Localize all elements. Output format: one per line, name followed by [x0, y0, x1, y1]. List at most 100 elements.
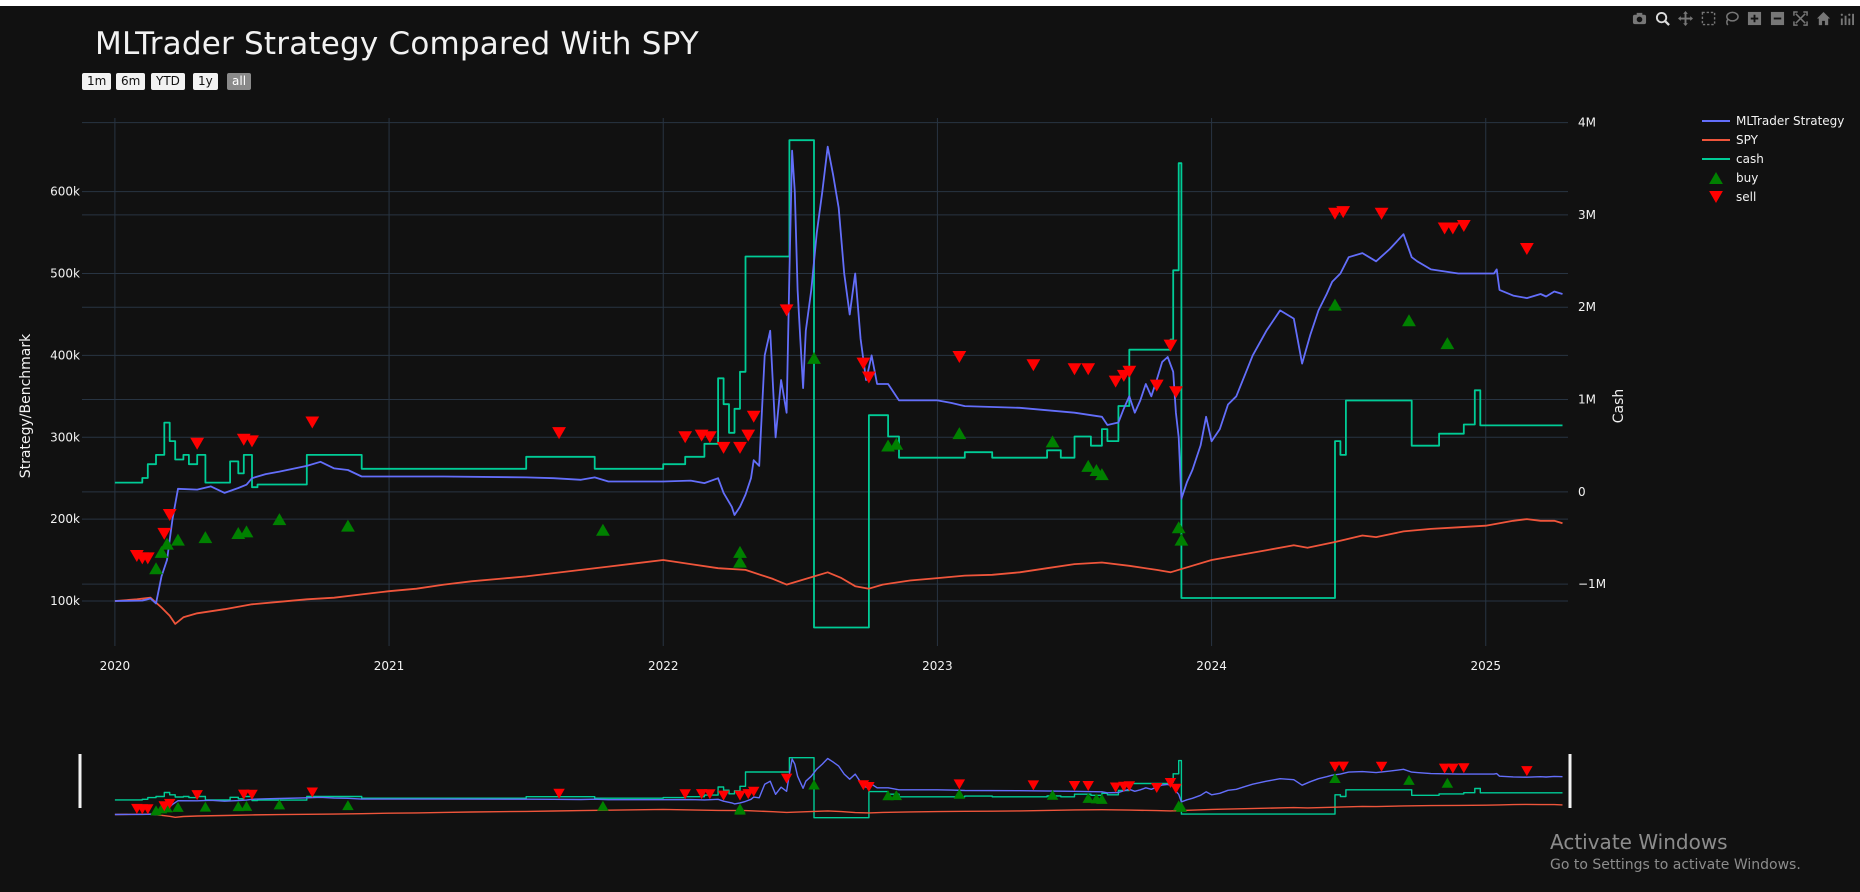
slider-buy-marker	[597, 800, 609, 811]
series-cash-line	[114, 139, 1563, 629]
legend-item[interactable]: SPY	[1702, 133, 1759, 147]
buy-marker	[952, 427, 967, 440]
plotly-logo-icon[interactable]	[1839, 11, 1854, 26]
zoom-out-icon[interactable]	[1770, 11, 1785, 26]
buy-marker	[1081, 459, 1096, 472]
chart-area[interactable]: 100k 200k 300k 400k 500k 600k −1M 0 1M 2M 3M 4M 2020…	[0, 6, 1860, 892]
legend-item[interactable]: MLTrader Strategy	[1702, 114, 1844, 128]
y2-axis-title: Cash	[1611, 389, 1627, 424]
y2-tick-label: 4M	[1578, 116, 1596, 130]
slider-buy-marker	[232, 801, 245, 812]
zoom-in-icon[interactable]	[1747, 11, 1762, 26]
legend-item[interactable]: cash	[1702, 152, 1764, 166]
y-tick-label: 400k	[50, 348, 80, 362]
sell-marker	[1163, 339, 1178, 352]
sell-marker	[702, 431, 717, 444]
buy-marker	[807, 351, 821, 364]
slider-buy-marker	[1046, 789, 1059, 800]
slider-sell-marker	[163, 798, 176, 809]
slider-buy-marker	[953, 788, 966, 799]
buy-marker	[149, 562, 163, 575]
slider-buy-marker	[172, 801, 184, 812]
legend-label: SPY	[1736, 133, 1759, 147]
slider-buy-marker	[808, 779, 820, 790]
slider-buy-marker	[890, 790, 903, 801]
chart-title: MLTrader Strategy Compared With SPY	[95, 26, 699, 62]
slider-sell-marker	[191, 790, 203, 801]
slider-sell-marker	[953, 779, 966, 790]
slider-buy-marker	[273, 799, 286, 810]
buy-marker	[272, 513, 287, 526]
legend-item[interactable]: sell	[1709, 190, 1756, 204]
slider-buy-marker	[342, 800, 354, 811]
watermark-line2: Go to Settings to activate Windows.	[1550, 857, 1801, 873]
plot-area[interactable]	[114, 139, 1563, 629]
sell-marker	[1122, 365, 1137, 378]
slider-sell-marker	[306, 787, 319, 798]
buy-marker	[1402, 314, 1416, 327]
slider-cash-line	[114, 757, 1563, 819]
sell-marker	[1149, 379, 1164, 392]
slider-sell-marker	[780, 773, 793, 784]
sell-marker	[305, 416, 320, 429]
slider-buy-marker	[199, 801, 212, 812]
slider-sell-marker	[1068, 780, 1081, 791]
slider-buy-marker	[1329, 772, 1341, 783]
slider-buy-marker	[1175, 801, 1188, 812]
buy-marker	[171, 533, 185, 546]
sell-marker	[856, 357, 871, 370]
slider-buy-marker	[240, 800, 253, 811]
zoom-icon[interactable]	[1655, 11, 1670, 26]
lasso-select-icon[interactable]	[1724, 11, 1739, 26]
range-slider[interactable]	[78, 754, 1572, 819]
y-tick-label: 500k	[50, 267, 80, 281]
range-button-1y[interactable]: 1y	[193, 73, 218, 90]
autoscale-icon[interactable]	[1793, 10, 1808, 26]
slider-sell-marker	[717, 790, 730, 801]
sell-marker	[1067, 363, 1082, 376]
x-tick-label: 2023	[922, 659, 953, 673]
range-button-6m[interactable]: 6m	[116, 73, 146, 90]
buy-marker	[733, 545, 747, 558]
slider-sell-marker	[747, 786, 760, 797]
slider-sell-marker	[1164, 778, 1177, 789]
sell-marker	[1081, 363, 1096, 376]
slider-sell-marker	[553, 788, 565, 799]
sell-marker	[157, 527, 172, 540]
modebar	[1632, 10, 1854, 26]
pan-icon[interactable]	[1678, 10, 1693, 26]
buy-marker	[154, 545, 169, 558]
buy-marker	[198, 531, 213, 544]
sell-marker	[746, 410, 761, 423]
y2-tick-label: −1M	[1578, 577, 1606, 591]
box-select-icon[interactable]	[1701, 11, 1716, 26]
buy-marker	[733, 555, 747, 568]
slider-sell-marker	[1521, 766, 1533, 777]
legend-item[interactable]: buy	[1709, 171, 1758, 185]
reset-axes-icon[interactable]	[1816, 11, 1831, 26]
activate-windows-watermark: Activate Windows Go to Settings to activ…	[1550, 830, 1801, 873]
y-tick-label: 100k	[50, 594, 80, 608]
legend[interactable]: MLTrader Strategy SPY cash buy sell	[1702, 114, 1844, 204]
camera-icon[interactable]	[1632, 11, 1647, 26]
axes: 100k 200k 300k 400k 500k 600k −1M 0 1M 2M 3M 4M 2020…	[18, 116, 1627, 673]
range-button-ytd[interactable]: YTD	[151, 73, 185, 90]
slider-sell-marker	[1109, 782, 1122, 793]
buy-marker	[1440, 337, 1455, 350]
range-button-1m[interactable]: 1m	[82, 73, 112, 90]
slider-sell-marker	[1027, 780, 1040, 791]
legend-label: sell	[1736, 190, 1756, 204]
sell-marker	[1519, 242, 1534, 255]
legend-label: buy	[1736, 171, 1758, 185]
buy-marker	[1174, 533, 1189, 546]
slider-sell-marker	[142, 804, 154, 815]
range-button-all[interactable]: all	[227, 73, 252, 90]
sell-marker	[1374, 207, 1389, 220]
y2-tick-label: 2M	[1578, 300, 1596, 314]
chart-frame: MLTrader Strategy Compared With SPY 1m 6…	[0, 6, 1860, 892]
slider-spy-line	[114, 803, 1563, 818]
slider-sell-marker	[1375, 761, 1388, 772]
slider-sell-marker	[1458, 763, 1470, 774]
slider-sell-marker	[695, 789, 708, 800]
buy-marker	[1045, 435, 1060, 448]
